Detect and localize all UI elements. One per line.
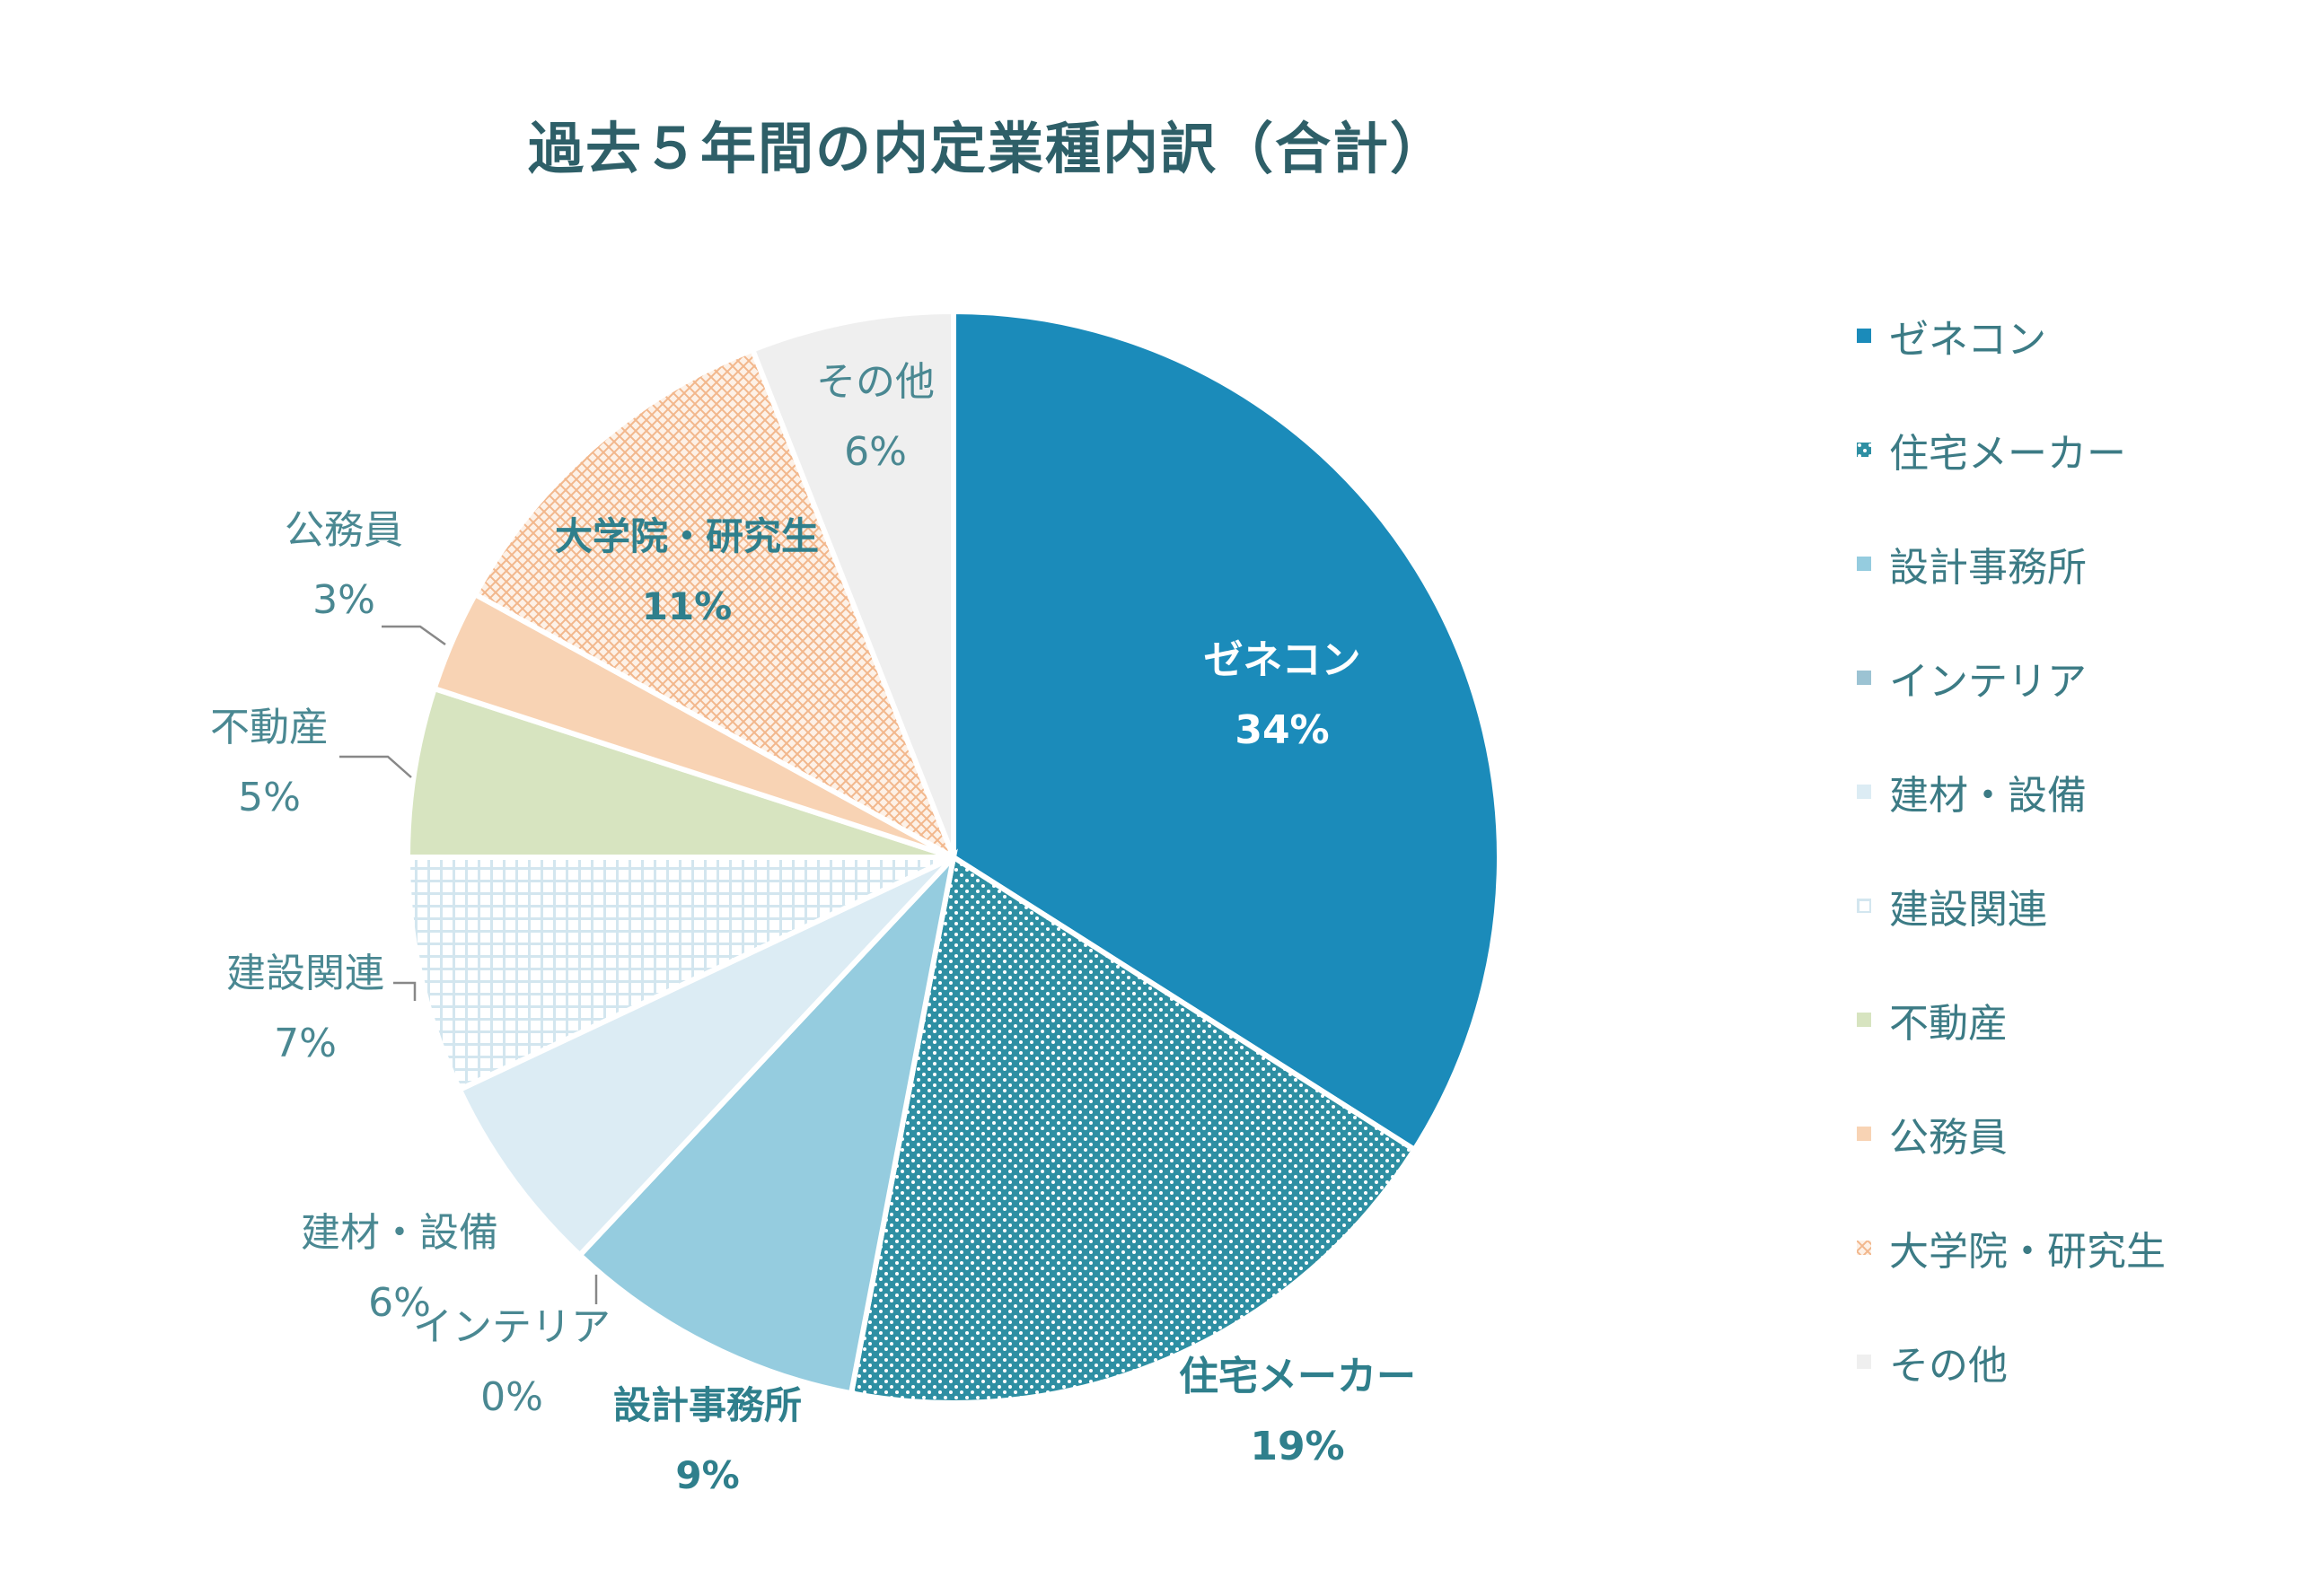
slice-value-label-2: 9%	[675, 1453, 739, 1497]
slice-name-label-2: 設計事務所	[613, 1383, 802, 1427]
slice-value-label-5: 7%	[274, 1021, 337, 1066]
slice-1	[848, 853, 1419, 1406]
slice-name-label-4: 建材・設備	[301, 1210, 498, 1256]
legend-swatch-8	[1857, 1240, 1871, 1255]
slice-value-label-4: 6%	[368, 1280, 431, 1326]
leader-line-6	[339, 755, 412, 778]
legend-item-7: 公務員	[1857, 1076, 2166, 1190]
slice-value-label-1: 19%	[1250, 1424, 1344, 1469]
leader-line-5	[393, 981, 417, 1001]
slice-8	[471, 346, 959, 864]
slice-9	[749, 308, 956, 859]
legend-label-7: 公務員	[1889, 1114, 2008, 1161]
slice-name-label-9: その他	[816, 359, 935, 405]
legend-swatch-1	[1857, 442, 1871, 457]
chart-title: 過去５年間の内定業種内訳（合計）	[527, 116, 1447, 181]
legend-item-6: 不動産	[1857, 962, 2166, 1076]
legend-label-2: 設計事務所	[1889, 544, 2087, 591]
slice-name-label-0: ゼネコン	[1203, 637, 1360, 683]
slice-value-label-9: 6%	[844, 429, 907, 475]
legend-item-5: 建設関連	[1857, 848, 2166, 962]
slice-name-label-3: インテリア	[413, 1304, 611, 1350]
slice-0	[951, 308, 1502, 1153]
legend-swatch-7	[1857, 1126, 1871, 1141]
legend-swatch-3	[1857, 670, 1871, 685]
slice-2	[576, 848, 958, 1397]
legend-label-8: 大学院・研究生	[1889, 1228, 2166, 1275]
legend-item-4: 建材・設備	[1857, 734, 2166, 848]
slice-value-label-8: 11%	[642, 584, 733, 628]
slice-value-label-0: 34%	[1235, 707, 1329, 753]
legend-label-4: 建材・設備	[1889, 772, 2087, 819]
legend-label-9: その他	[1889, 1342, 2008, 1389]
slice-value-label-7: 3%	[312, 577, 375, 623]
legend-label-6: 不動産	[1889, 1000, 2008, 1047]
slice-value-label-6: 5%	[238, 775, 301, 820]
legend: ゼネコン住宅メーカー 設計事務所インテリア建材・設備建設関連不動産公務員大学院・研…	[1857, 278, 2166, 1418]
legend-label-3: インテリア	[1889, 658, 2087, 705]
legend-item-9: その他	[1857, 1304, 2166, 1418]
legend-swatch-6	[1857, 1012, 1871, 1027]
legend-swatch-5	[1857, 898, 1871, 913]
slice-name-label-5: 建設関連	[226, 951, 384, 996]
legend-item-0: ゼネコン	[1857, 278, 2166, 392]
legend-label-0: ゼネコン	[1889, 316, 2047, 363]
slice-value-label-3: 0%	[480, 1374, 543, 1420]
slice-name-label-7: 公務員	[285, 507, 403, 553]
legend-swatch-0	[1857, 328, 1871, 343]
slice-name-label-8: 大学院・研究生	[555, 514, 819, 558]
legend-label-5: 建設関連	[1889, 886, 2047, 933]
legend-item-1: 住宅メーカー	[1857, 392, 2166, 506]
slice-4	[455, 855, 956, 1259]
legend-label-1: 住宅メーカー	[1889, 430, 2126, 477]
legend-swatch-2	[1857, 556, 1871, 571]
slice-name-label-1: 住宅メーカー	[1179, 1354, 1416, 1399]
legend-item-2: 設計事務所	[1857, 506, 2166, 620]
legend-swatch-4	[1857, 784, 1871, 799]
leader-line-7	[382, 625, 446, 646]
slice-5	[404, 855, 955, 1093]
legend-item-8: 大学院・研究生	[1857, 1190, 2166, 1304]
legend-swatch-9	[1857, 1354, 1871, 1369]
slice-name-label-6: 不動産	[210, 705, 329, 750]
legend-item-3: インテリア	[1857, 620, 2166, 734]
